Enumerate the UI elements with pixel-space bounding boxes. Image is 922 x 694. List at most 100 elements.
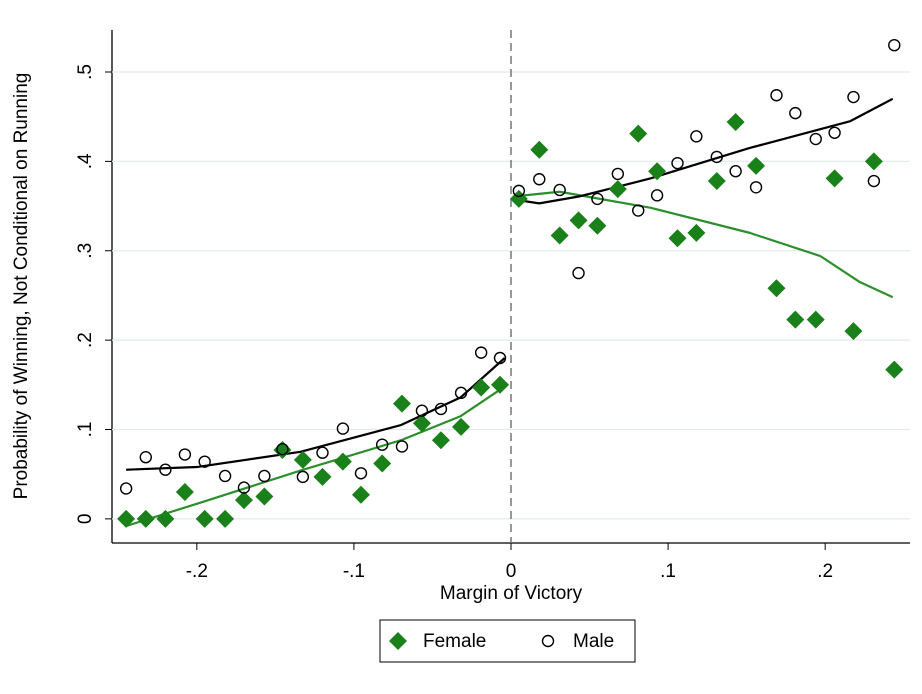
point [156,509,175,528]
point [216,509,235,528]
point [747,156,766,175]
point [572,266,585,280]
point [789,106,802,120]
point [648,162,667,181]
point [139,451,152,464]
point [336,422,350,435]
point [809,132,822,146]
point [175,483,194,502]
point [707,172,726,191]
point [553,183,566,197]
fit-line [515,97,894,205]
point [452,417,471,436]
point [293,450,312,469]
point [847,90,860,104]
x-tick-label: .1 [660,561,676,582]
legend-marker [541,634,555,648]
point [591,192,604,206]
point [195,509,214,528]
point [888,38,901,52]
point [825,169,844,188]
y-tick-label: .2 [75,332,96,348]
point [786,310,805,329]
point [434,402,448,416]
point [351,485,370,504]
point [136,509,155,528]
x-tick-label: -.1 [343,561,365,582]
y-tick-label: .1 [75,422,96,438]
point [276,442,289,456]
legend-marker [389,632,407,650]
point [533,173,546,186]
point [159,463,172,476]
legend-label: Male [573,631,614,652]
point [844,322,863,341]
point [767,279,786,298]
y-tick-label: .3 [75,243,96,259]
point [415,404,429,417]
point [392,394,411,413]
legend-box [379,619,636,663]
point [710,150,723,164]
point [395,440,409,453]
legend-label: Female [423,631,486,652]
point [234,491,253,510]
x-tick-label: -.2 [186,561,208,582]
point [588,216,607,235]
point [491,375,510,394]
point [218,469,232,483]
point [611,167,625,181]
point [550,226,569,245]
fit-line [515,190,894,299]
point [313,467,332,486]
point [178,448,192,461]
point [255,487,274,506]
fit-line [126,357,506,471]
point [375,438,389,451]
point [333,452,352,471]
point [828,126,841,139]
point [296,470,310,484]
x-tick-label: 0 [506,561,517,582]
point [258,469,271,483]
point [472,378,491,397]
point [509,189,528,208]
point [237,481,251,494]
point [770,89,783,102]
point [629,124,648,143]
point [671,156,684,170]
point [119,482,133,495]
point [726,113,745,132]
point [512,184,526,198]
point [373,454,392,473]
point [431,431,450,450]
x-tick-label: .2 [817,561,833,582]
fit-line [125,385,506,528]
point [569,211,588,230]
y-tick-label: .4 [75,153,96,169]
point [690,130,703,143]
point [608,180,627,199]
point [867,174,881,188]
y-tick-label: 0 [75,514,96,525]
point [749,181,763,194]
point [687,223,706,242]
point [806,310,825,329]
point [474,346,488,359]
y-tick-label: .5 [75,64,96,80]
point [412,414,431,433]
point [729,165,742,178]
point [650,189,664,202]
point [864,152,883,171]
point [632,204,645,217]
y-axis-title: Probability of Winning, Not Conditional … [11,73,32,500]
point [885,360,904,379]
point [316,446,329,459]
x-axis-title: Margin of Victory [440,583,583,604]
point [454,386,468,400]
point [198,455,211,468]
point [530,140,549,159]
point [117,509,136,528]
point [354,467,368,480]
